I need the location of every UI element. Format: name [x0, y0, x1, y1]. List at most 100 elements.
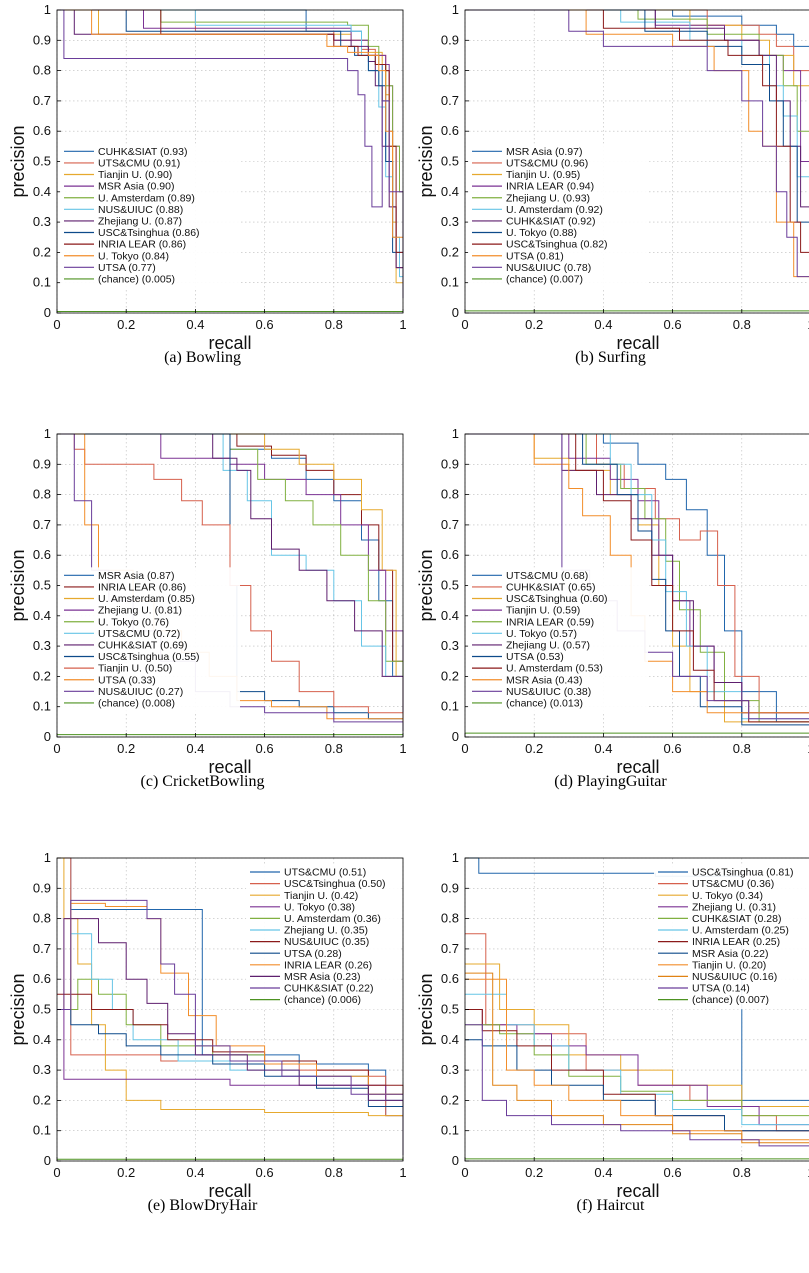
- y-tick-label: 0.6: [33, 547, 51, 562]
- chart-caption: (f) Haircut: [576, 1197, 645, 1214]
- series-line: [57, 9, 404, 298]
- legend-label: UTSA (0.53): [506, 651, 564, 663]
- y-tick-label: 0: [452, 305, 459, 320]
- y-tick-label: 0.7: [33, 517, 51, 532]
- legend-label: USC&Tsinghua (0.55): [98, 651, 200, 663]
- y-tick-label: 0.3: [441, 214, 459, 229]
- x-tick-label: 0.6: [256, 1165, 274, 1180]
- y-tick-label: 0.2: [33, 668, 51, 683]
- legend: UTS&CMU (0.51)USC&Tsinghua (0.50)Tianjin…: [246, 864, 401, 1010]
- y-tick-label: 0: [452, 729, 459, 744]
- y-tick-label: 0.7: [441, 93, 459, 108]
- x-tick-label: 0.4: [594, 317, 612, 332]
- legend-label: UTS&CMU (0.91): [98, 158, 180, 170]
- chart-panel-playingguitar: 0 0.2 0.4 0.6 0.8 1 0 0.1 0.2 0.3 0.4 0.5 0.6 0.7 0.8 0…: [408, 424, 809, 848]
- legend-label: (chance) (0.006): [284, 994, 361, 1006]
- legend-box: [60, 143, 240, 289]
- legend-label: Tianjin U. (0.50): [98, 663, 172, 675]
- x-tick-label: 0: [53, 1165, 60, 1180]
- x-tick-label: 1: [399, 317, 406, 332]
- legend-label: NUS&UIUC (0.27): [98, 686, 183, 698]
- y-tick-label: 0.8: [33, 911, 51, 926]
- y-tick-label: 0.6: [441, 547, 459, 562]
- legend-label: CUHK&SIAT (0.92): [506, 216, 595, 228]
- legend-label: Tianjin U. (0.20): [692, 959, 766, 971]
- x-tick-label: 0.4: [594, 1165, 612, 1180]
- y-tick-label: 0.2: [33, 244, 51, 259]
- series-line: [57, 918, 404, 1155]
- y-axis-label: precision: [416, 973, 436, 1045]
- legend-label: CUHK&SIAT (0.28): [692, 913, 781, 925]
- x-tick-label: 0.8: [325, 741, 343, 756]
- x-tick-label: 0: [53, 317, 60, 332]
- chart-svg: 0 0.2 0.4 0.6 0.8 1 0 0.1 0.2 0.3 0.4 0.5 0.6 0.7 0.8 0…: [8, 850, 407, 1201]
- x-tick-label: 0.2: [117, 741, 135, 756]
- x-tick-label: 0.6: [664, 741, 682, 756]
- series-line: [465, 9, 809, 253]
- legend: USC&Tsinghua (0.81)UTS&CMU (0.36)U. Toky…: [654, 864, 809, 1010]
- y-tick-label: 0.8: [441, 63, 459, 78]
- legend-label: INRIA LEAR (0.25): [692, 936, 780, 948]
- chart-panel-haircut: 0 0.2 0.4 0.6 0.8 1 0 0.1 0.2 0.3 0.4 0.5 0.6 0.7 0.8 0…: [408, 848, 809, 1272]
- y-tick-label: 0.3: [441, 1062, 459, 1077]
- series-line: [57, 433, 404, 692]
- y-tick-label: 0.1: [33, 1123, 51, 1138]
- y-tick-label: 0.3: [441, 638, 459, 653]
- chart-panel-bowling: 0 0.2 0.4 0.6 0.8 1 0 0.1 0.2 0.3 0.4 0.5 0.6 0.7 0.8 0…: [0, 0, 407, 424]
- x-tick-label: 0: [461, 1165, 468, 1180]
- series-line: [57, 993, 404, 1152]
- chart-caption: (c) CricketBowling: [140, 773, 265, 790]
- legend-label: Tianjin U. (0.95): [506, 169, 580, 181]
- series-line: [465, 1009, 809, 1126]
- y-tick-label: 0.9: [33, 32, 51, 47]
- legend-box: [60, 567, 240, 713]
- y-tick-label: 0.8: [33, 487, 51, 502]
- x-tick-label: 0.4: [594, 741, 612, 756]
- y-tick-label: 0.4: [441, 608, 459, 623]
- y-axis-label: precision: [416, 125, 436, 197]
- y-tick-label: 0.1: [33, 699, 51, 714]
- legend-label: CUHK&SIAT (0.22): [284, 983, 373, 995]
- legend-label: UTSA (0.77): [98, 262, 156, 274]
- y-tick-label: 0.9: [33, 880, 51, 895]
- y-tick-label: 0.4: [441, 1032, 459, 1047]
- chart-panel-cricketbowling: 0 0.2 0.4 0.6 0.8 1 0 0.1 0.2 0.3 0.4 0.5 0.6 0.7 0.8 0…: [0, 424, 407, 848]
- series-line: [465, 9, 809, 278]
- y-tick-label: 0.5: [441, 154, 459, 169]
- y-tick-label: 0: [44, 729, 51, 744]
- legend-label: U. Tokyo (0.76): [98, 616, 169, 628]
- y-tick-label: 0.2: [441, 244, 459, 259]
- x-tick-label: 0.8: [325, 317, 343, 332]
- y-tick-label: 0.6: [33, 971, 51, 986]
- y-tick-label: 0.1: [441, 1123, 459, 1138]
- series-line: [465, 9, 809, 87]
- legend-label: UTS&CMU (0.72): [98, 628, 180, 640]
- legend-label: MSR Asia (0.90): [98, 181, 174, 193]
- legend-label: UTS&CMU (0.36): [692, 878, 774, 890]
- legend-label: UTS&CMU (0.96): [506, 158, 588, 170]
- x-tick-label: 0.8: [325, 1165, 343, 1180]
- y-tick-label: 0.3: [33, 214, 51, 229]
- chart-caption: (e) BlowDryHair: [147, 1197, 258, 1214]
- series-line: [465, 433, 809, 723]
- legend-label: CUHK&SIAT (0.69): [98, 640, 187, 652]
- y-tick-label: 0: [452, 1153, 459, 1168]
- legend-label: U. Amsterdam (0.92): [506, 204, 603, 216]
- legend-label: CUHK&SIAT (0.93): [98, 146, 187, 158]
- y-tick-label: 0.9: [441, 456, 459, 471]
- series-line: [465, 9, 809, 223]
- y-tick-label: 0.9: [441, 880, 459, 895]
- x-tick-label: 0.2: [117, 1165, 135, 1180]
- legend-label: U. Amsterdam (0.25): [692, 925, 789, 937]
- chart-caption: (a) Bowling: [164, 349, 241, 366]
- y-tick-label: 0.7: [441, 517, 459, 532]
- y-tick-label: 1: [44, 2, 51, 17]
- chart-caption: (b) Surfing: [575, 349, 646, 366]
- x-tick-label: 0: [461, 317, 468, 332]
- legend-label: Zhejiang U. (0.87): [98, 216, 182, 228]
- legend-label: (chance) (0.007): [506, 274, 583, 286]
- x-axis-label: recall: [208, 333, 251, 353]
- legend-label: Tianjin U. (0.42): [284, 890, 358, 902]
- x-tick-label: 0.4: [186, 1165, 204, 1180]
- legend-label: USC&Tsinghua (0.86): [98, 227, 200, 239]
